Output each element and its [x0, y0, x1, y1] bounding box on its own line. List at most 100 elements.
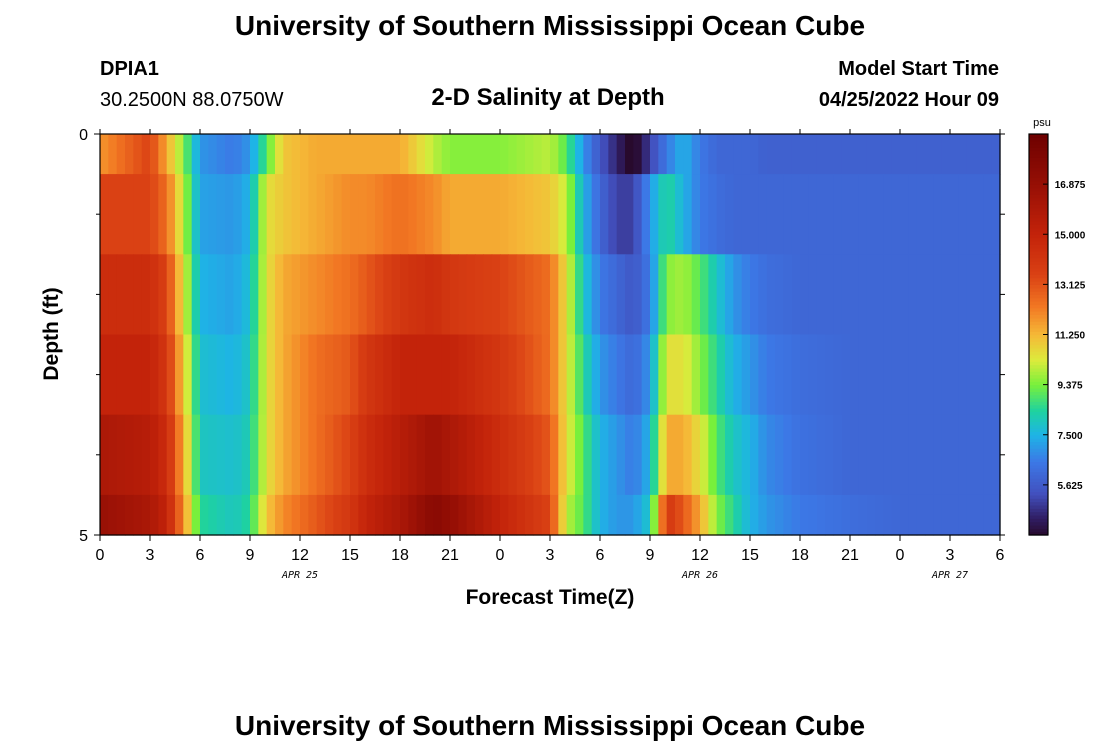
colorbar-swatch: [1029, 354, 1048, 359]
heatmap-cell: [283, 334, 293, 416]
heatmap-cell: [350, 334, 359, 416]
heatmap-cell: [566, 414, 576, 496]
heatmap-cell: [608, 494, 618, 536]
heatmap-cell: [483, 414, 493, 496]
heatmap-cell: [508, 494, 518, 536]
heatmap-cell: [166, 134, 176, 175]
heatmap-cell: [150, 334, 159, 416]
heatmap-cell: [325, 494, 334, 536]
heatmap-cell: [800, 174, 809, 255]
heatmap-cell: [750, 134, 759, 175]
heatmap-cell: [983, 174, 993, 255]
colorbar-swatch: [1029, 421, 1048, 426]
heatmap-cell: [400, 414, 409, 496]
heatmap-cell: [258, 494, 268, 536]
x-tick-label: 0: [96, 547, 105, 564]
colorbar-swatch: [1029, 304, 1048, 309]
heatmap-cell: [441, 414, 451, 496]
heatmap-cell: [375, 414, 384, 496]
heatmap-cell: [641, 134, 651, 175]
heatmap-cell: [391, 334, 401, 416]
colorbar-swatch: [1029, 424, 1048, 429]
heatmap-cell: [583, 134, 593, 175]
heatmap-cell: [575, 134, 584, 175]
heatmap-cell: [108, 134, 118, 175]
heatmap-cell: [941, 334, 951, 416]
heatmap-cell: [891, 414, 901, 496]
heatmap-cell: [183, 494, 193, 536]
heatmap-cell: [658, 134, 668, 175]
colorbar-swatch: [1029, 247, 1048, 252]
date-label: APR 25: [281, 570, 318, 581]
heatmap-cell: [258, 334, 268, 416]
heatmap-cell: [500, 134, 509, 175]
heatmap-cell: [433, 494, 443, 536]
heatmap-cell: [675, 174, 684, 255]
heatmap-cell: [333, 174, 343, 255]
heatmap-cell: [633, 414, 643, 496]
heatmap-cell: [458, 254, 468, 336]
colorbar-swatch: [1029, 357, 1048, 362]
heatmap-cell: [158, 134, 168, 175]
heatmap-cell: [266, 414, 276, 496]
heatmap-cell: [691, 254, 701, 336]
heatmap-cell: [300, 334, 309, 416]
heatmap-cell: [791, 414, 801, 496]
heatmap-cell: [900, 414, 909, 496]
heatmap-cell: [133, 414, 143, 496]
colorbar-swatch: [1029, 160, 1048, 165]
heatmap-cell: [216, 494, 226, 536]
x-tick-label: 3: [546, 547, 555, 564]
heatmap-cell: [825, 494, 834, 536]
heatmap-cell: [925, 134, 934, 175]
heatmap-cell: [558, 134, 568, 175]
heatmap-cell: [941, 174, 951, 255]
heatmap-cell: [141, 134, 151, 175]
colorbar-swatch: [1029, 220, 1048, 225]
heatmap-cell: [758, 414, 768, 496]
heatmap-cell: [608, 134, 618, 175]
colorbar-swatch: [1029, 361, 1048, 366]
heatmap-cell: [550, 494, 559, 536]
heatmap-cell: [875, 414, 884, 496]
colorbar-swatch: [1029, 381, 1048, 386]
colorbar-swatch: [1029, 140, 1048, 145]
heatmap-cell: [491, 174, 501, 255]
heatmap-cell: [783, 254, 793, 336]
heatmap-cell: [491, 254, 501, 336]
heatmap-cell: [558, 254, 568, 336]
heatmap-cell: [883, 414, 893, 496]
heatmap-cell: [533, 254, 543, 336]
heatmap-cell: [816, 254, 826, 336]
heatmap-cell: [475, 134, 484, 175]
colorbar-swatch: [1029, 524, 1048, 529]
y-axis-ticks: 05: [79, 127, 1005, 545]
heatmap-cell: [516, 494, 526, 536]
heatmap-cell: [750, 254, 759, 336]
y-tick-label: 0: [79, 127, 88, 144]
colorbar-swatch: [1029, 444, 1048, 449]
heatmap-cell: [483, 494, 493, 536]
heatmap-cell: [816, 494, 826, 536]
heatmap-cell: [616, 254, 626, 336]
heatmap-cell: [483, 334, 493, 416]
heatmap-cell: [841, 254, 851, 336]
heatmap-cell: [766, 134, 776, 175]
heatmap-cell: [525, 254, 534, 336]
heatmap-cell: [641, 414, 651, 496]
heatmap-cell: [108, 494, 118, 536]
heatmap-cell: [725, 334, 734, 416]
heatmap-cell: [408, 494, 418, 536]
heatmap-cell: [208, 334, 218, 416]
heatmap-cell: [708, 414, 718, 496]
heatmap-cell: [608, 254, 618, 336]
colorbar-swatch: [1029, 498, 1048, 503]
heatmap-cell: [825, 334, 834, 416]
heatmap-cell: [100, 494, 109, 536]
heatmap-cell: [658, 494, 668, 536]
heatmap-cell: [883, 334, 893, 416]
heatmap-cell: [200, 414, 209, 496]
station-coordinates: 30.2500N 88.0750W: [100, 89, 284, 111]
heatmap-cell: [216, 254, 226, 336]
colorbar-swatch: [1029, 180, 1048, 185]
